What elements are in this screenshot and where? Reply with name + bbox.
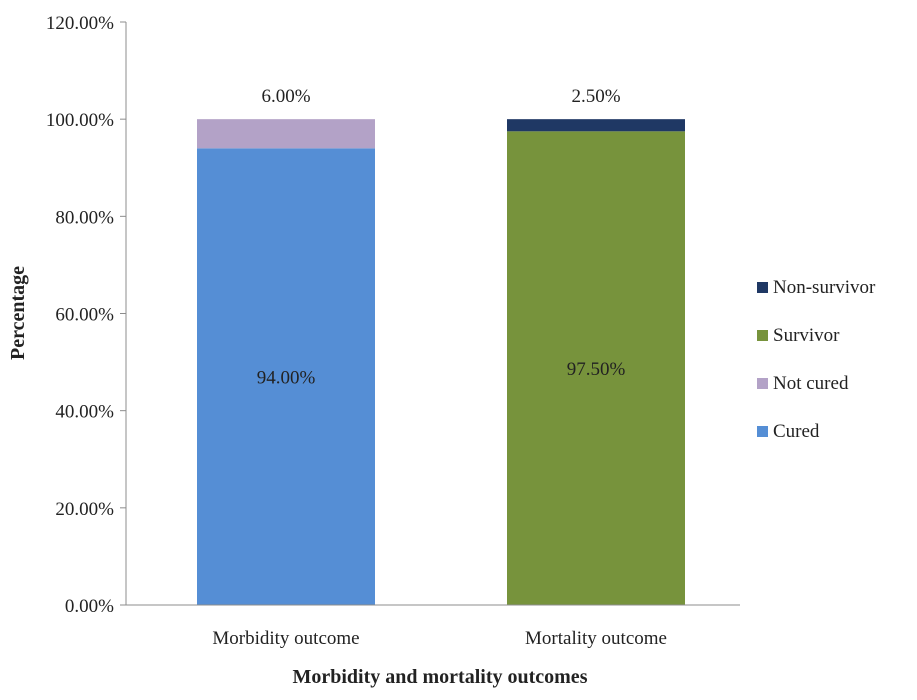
legend: Non-survivor Survivor Not cured Cured	[757, 277, 876, 442]
y-tick-label: 60.00%	[55, 305, 114, 326]
legend-label: Not cured	[773, 373, 849, 394]
y-tick-label: 20.00%	[55, 499, 114, 520]
y-tick-label: 100.00%	[46, 110, 114, 131]
legend-swatch	[757, 426, 768, 437]
bar-segment-survivor	[507, 131, 685, 605]
bar-segment-not-cured	[197, 119, 375, 149]
legend-label: Non-survivor	[773, 277, 876, 298]
x-axis-title: Morbidity and mortality outcomes	[293, 666, 588, 688]
y-tick-label: 80.00%	[55, 207, 114, 228]
legend-swatch	[757, 330, 768, 341]
legend-swatch	[757, 378, 768, 389]
legend-label: Survivor	[773, 325, 840, 346]
bar-segment-cured	[197, 148, 375, 606]
data-label: 6.00%	[261, 86, 310, 107]
y-tick-label: 120.00%	[46, 13, 114, 34]
bar-segment-non-survivor	[507, 119, 685, 132]
x-category-label: Mortality outcome	[525, 628, 667, 649]
legend-swatch	[757, 282, 768, 293]
data-label: 2.50%	[571, 86, 620, 107]
data-label: 97.50%	[567, 359, 626, 380]
y-axis-title: Percentage	[7, 266, 29, 360]
legend-label: Cured	[773, 421, 820, 442]
y-tick-label: 40.00%	[55, 402, 114, 423]
y-tick-label: 0.00%	[65, 596, 114, 617]
x-category-label: Morbidity outcome	[212, 628, 359, 649]
data-label: 94.00%	[257, 368, 316, 389]
